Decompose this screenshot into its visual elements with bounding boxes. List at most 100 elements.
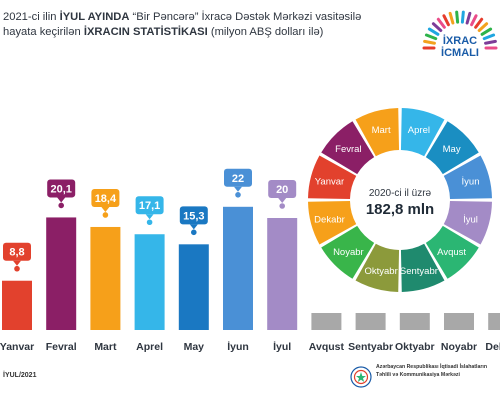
value-label: 20,1 [50,183,71,195]
logo-ray [474,17,484,29]
logo-ray [431,22,443,32]
x-tick-label: Oktyabr [395,341,435,353]
bar [223,206,253,330]
title-line-1: 2021-ci ilin İYUL AYINDA “Bir Pəncərə” İ… [3,10,443,25]
value-label: 17,1 [139,200,160,212]
donut-center-caption: 2020-ci il üzrə [369,188,432,199]
placeholder-bar [488,313,500,330]
callout-pointer [189,224,198,230]
bar-dot [102,212,109,218]
callout-pointer [13,260,21,266]
x-tick-label: Aprel [136,341,163,353]
callout-pointer [101,206,110,212]
logo-ray [427,27,440,36]
x-tick-label: Avqust [309,341,345,353]
header: 2021-ci ilin İYUL AYINDA “Bir Pəncərə” İ… [0,0,500,78]
logo-rays [422,10,498,50]
title-text: “Bir Pəncərə” İxracə Dəstək Mərkəzi vasi… [129,11,362,23]
donut-segment [400,243,445,292]
title-text: hayata keçirilən [3,25,84,38]
footer-organization: Azərbaycan Respublikası İqtisadi İslahat… [350,362,500,392]
callout-pointer [145,214,154,220]
placeholder-bar [355,313,386,330]
donut-segment [443,200,492,245]
page-title: 2021-ci ilin İYUL AYINDA “Bir Pəncərə” İ… [3,10,443,39]
logo-ray [480,27,493,36]
footer-date: İYUL/2021 [3,372,37,379]
x-tick-label: Fevral [46,341,77,353]
donut-segment [321,225,375,279]
value-label: 8,8 [9,247,24,259]
logo-text-line-1: İXRAC [443,34,477,47]
logo-ray [448,11,455,25]
donut-segment-label: İyul [463,214,478,225]
logo-ray [465,11,472,25]
value-callout [91,188,120,207]
logo-ray [455,10,460,24]
donut-segment-label: Mart [372,125,391,136]
bar [46,217,77,330]
ixrac-icmali-logo: İXRAC İCMALI [422,10,498,59]
callout-pointer [57,197,66,203]
value-callout [135,196,164,215]
x-tick-label: Sentyabr [348,341,393,353]
placeholder-bar [399,313,430,330]
placeholder-bar [444,313,474,330]
value-label: 20 [276,184,288,196]
organization-name: Azərbaycan Respublikası İqtisadi İslahat… [376,364,500,379]
x-tick-label: İyul [273,340,291,353]
title-emphasis: İXRACIN STATİSTİKASI [83,25,208,38]
bar [90,226,121,330]
logo-ray [477,22,489,32]
bar [267,218,298,330]
logo-text-line-2: İCMALI [441,46,479,59]
callout-pointer [234,186,242,192]
placeholder-bar [311,313,342,330]
bar-dot [58,202,64,209]
donut-segment [355,243,400,292]
logo-ray [424,33,438,41]
donut-segment [321,121,375,175]
value-label: 18,4 [95,193,117,205]
x-tick-label: İyun [227,340,249,353]
title-text: 2021-ci ilin [3,11,60,23]
x-tick-label: Mart [94,341,117,353]
donut-segment-label: May [443,144,461,155]
value-callout [268,180,297,198]
donut-segment-label: Aprel [408,125,430,136]
donut-segment [308,155,357,200]
donut-segment [308,200,357,245]
bar-dot [191,229,197,236]
logo-ray [470,14,478,27]
donut-segment [425,121,479,175]
title-text: (milyon ABŞ dolları ilə) [207,25,324,38]
donut-segment-label: Avqust [437,247,466,258]
x-tick-label: Dekabr [485,341,500,353]
donut-segment [355,108,400,157]
org-line-2: Təhlili və Kommunikasiya Mərkəzi [376,371,460,378]
donut-center [353,153,447,247]
bar-dot [14,265,20,272]
x-tick-label: Yanvar [0,341,34,353]
value-callout [179,206,208,225]
org-line-1: Azərbaycan Respublikası İqtisadi İslahat… [376,364,487,370]
value-callout [47,179,76,198]
x-tick-label: May [184,341,205,353]
value-callout [3,242,31,261]
x-tick-label: Noyabr [441,341,477,353]
logo-ray [442,14,450,27]
logo-ray [482,33,496,41]
title-line-2: hayata keçirilən İXRACIN STATİSTİKASI (m… [3,25,443,40]
emblem-icon [350,366,372,388]
bar [2,280,32,330]
donut-segment-label: İyun [462,177,480,188]
bar [178,244,209,330]
logo-ray [436,17,446,29]
donut-center-total: 182,8 mln [366,201,434,218]
logo-ray [423,39,436,45]
logo-ray [460,10,465,24]
callout-pointer [278,198,287,203]
donut-segment-label: Dekabr [314,214,345,225]
value-label: 15,3 [183,210,204,222]
logo-ray [484,39,497,45]
